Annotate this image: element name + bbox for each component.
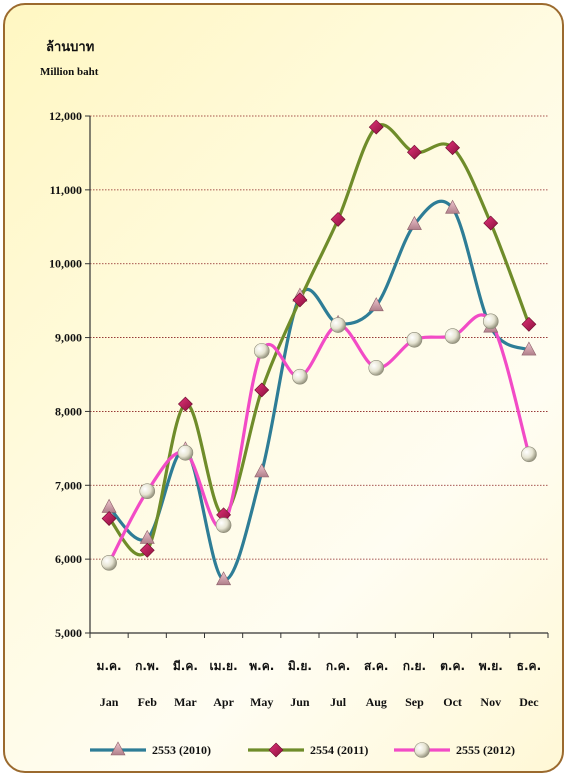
x-tick-label-thai: ก.ย. — [403, 659, 426, 673]
data-point — [330, 317, 346, 333]
chart-frame — [3, 3, 564, 773]
data-point — [215, 517, 232, 533]
y-tick-label: 8,000 — [55, 404, 82, 418]
data-point — [406, 215, 422, 230]
x-tick-label: Jul — [330, 695, 347, 709]
legend-label: 2554 (2011) — [310, 743, 368, 757]
x-tick-label-thai: ต.ค. — [440, 659, 465, 673]
data-point — [254, 382, 270, 398]
data-point — [254, 463, 270, 478]
axis-layer — [85, 115, 549, 638]
data-point — [483, 215, 499, 231]
data-point — [444, 328, 461, 344]
data-point — [139, 542, 155, 558]
legend-label: 2553 (2010) — [152, 743, 211, 757]
data-point — [330, 211, 346, 227]
unit-label-thai: ล้านบาท — [46, 40, 95, 55]
data-point — [368, 360, 385, 376]
legend-label: 2555 (2012) — [456, 743, 515, 757]
x-tick-label-thai: มิ.ย. — [288, 659, 312, 673]
x-tick-label-thai: พ.ค. — [249, 659, 274, 673]
x-tick-label-thai: ส.ค. — [364, 659, 388, 673]
data-point — [445, 199, 461, 214]
x-tick-label-thai: ม.ค. — [97, 659, 122, 673]
x-tick-label-thai: ธ.ค. — [517, 659, 541, 673]
data-point — [445, 140, 461, 156]
legend-marker — [268, 742, 284, 758]
y-tick-label: 7,000 — [55, 478, 82, 492]
x-tick-label: Mar — [174, 695, 197, 709]
legend: 2553 (2010) 2554 (2011) 2555 (2012) — [90, 741, 515, 758]
unit-label-english: Million baht — [40, 66, 99, 78]
x-tick-label-thai: เม.ย. — [209, 659, 237, 673]
series-line — [107, 123, 531, 557]
data-point — [406, 331, 423, 348]
x-tick-label: Sep — [405, 695, 424, 709]
data-point — [292, 368, 308, 385]
data-point — [406, 144, 422, 160]
x-tick-label: Nov — [480, 695, 501, 709]
data-point — [216, 571, 232, 586]
data-point — [368, 119, 384, 135]
x-tick-label: Aug — [366, 695, 387, 709]
tick-labels: 5,000 6,000 7,000 8,000 9,000 10,000 11,000 12,… — [49, 109, 541, 709]
x-tick-label: Jun — [290, 695, 310, 709]
data-point — [177, 444, 194, 461]
data-point — [521, 446, 537, 463]
data-point — [521, 341, 537, 356]
legend-marker — [110, 741, 126, 756]
y-tick-label: 9,000 — [55, 331, 82, 345]
x-tick-label: Oct — [443, 695, 462, 709]
data-point — [177, 396, 193, 412]
data-point — [368, 297, 384, 312]
x-tick-label: Apr — [213, 695, 234, 709]
data-point — [101, 555, 117, 571]
legend-marker — [414, 742, 430, 758]
y-tick-label: 5,000 — [55, 626, 82, 640]
data-point — [521, 316, 537, 332]
x-tick-label-thai: มี.ค. — [173, 659, 198, 673]
x-tick-label-thai: ก.ค. — [326, 659, 350, 673]
x-tick-label: Feb — [138, 695, 158, 709]
x-tick-label: Jan — [100, 695, 119, 709]
y-tick-label: 11,000 — [50, 183, 82, 197]
data-point — [292, 292, 308, 308]
y-tick-label: 6,000 — [55, 552, 82, 566]
x-tick-label-thai: พ.ย. — [479, 659, 503, 673]
y-tick-label: 12,000 — [49, 109, 82, 123]
data-point — [101, 498, 117, 513]
series-markers — [101, 119, 537, 586]
x-tick-label-thai: ก.พ. — [135, 659, 159, 673]
grid-layer — [90, 115, 548, 560]
x-tick-label: May — [250, 695, 273, 709]
data-point — [139, 483, 156, 499]
series-lines — [107, 123, 531, 582]
y-tick-label: 10,000 — [49, 257, 82, 271]
data-point — [253, 343, 270, 359]
data-point — [101, 511, 117, 526]
data-point — [482, 313, 499, 330]
x-tick-label: Dec — [519, 695, 539, 709]
